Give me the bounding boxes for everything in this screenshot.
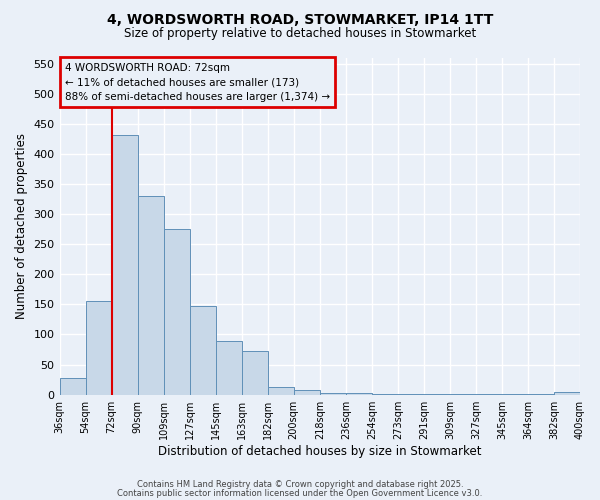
Text: Contains HM Land Registry data © Crown copyright and database right 2025.: Contains HM Land Registry data © Crown c… xyxy=(137,480,463,489)
Bar xyxy=(242,352,268,395)
X-axis label: Distribution of detached houses by size in Stowmarket: Distribution of detached houses by size … xyxy=(158,444,482,458)
Bar xyxy=(59,378,86,394)
Bar xyxy=(86,302,112,394)
Bar xyxy=(215,341,242,394)
Text: Contains public sector information licensed under the Open Government Licence v3: Contains public sector information licen… xyxy=(118,488,482,498)
Bar xyxy=(294,390,320,394)
Bar xyxy=(320,393,346,394)
Bar xyxy=(112,134,137,394)
Bar xyxy=(268,388,294,394)
Bar xyxy=(137,196,164,394)
Bar xyxy=(190,306,215,394)
Text: Size of property relative to detached houses in Stowmarket: Size of property relative to detached ho… xyxy=(124,28,476,40)
Text: 4 WORDSWORTH ROAD: 72sqm
← 11% of detached houses are smaller (173)
88% of semi-: 4 WORDSWORTH ROAD: 72sqm ← 11% of detach… xyxy=(65,62,330,102)
Bar xyxy=(346,393,372,394)
Bar xyxy=(554,392,580,394)
Bar xyxy=(164,229,190,394)
Y-axis label: Number of detached properties: Number of detached properties xyxy=(15,133,28,319)
Text: 4, WORDSWORTH ROAD, STOWMARKET, IP14 1TT: 4, WORDSWORTH ROAD, STOWMARKET, IP14 1TT xyxy=(107,12,493,26)
